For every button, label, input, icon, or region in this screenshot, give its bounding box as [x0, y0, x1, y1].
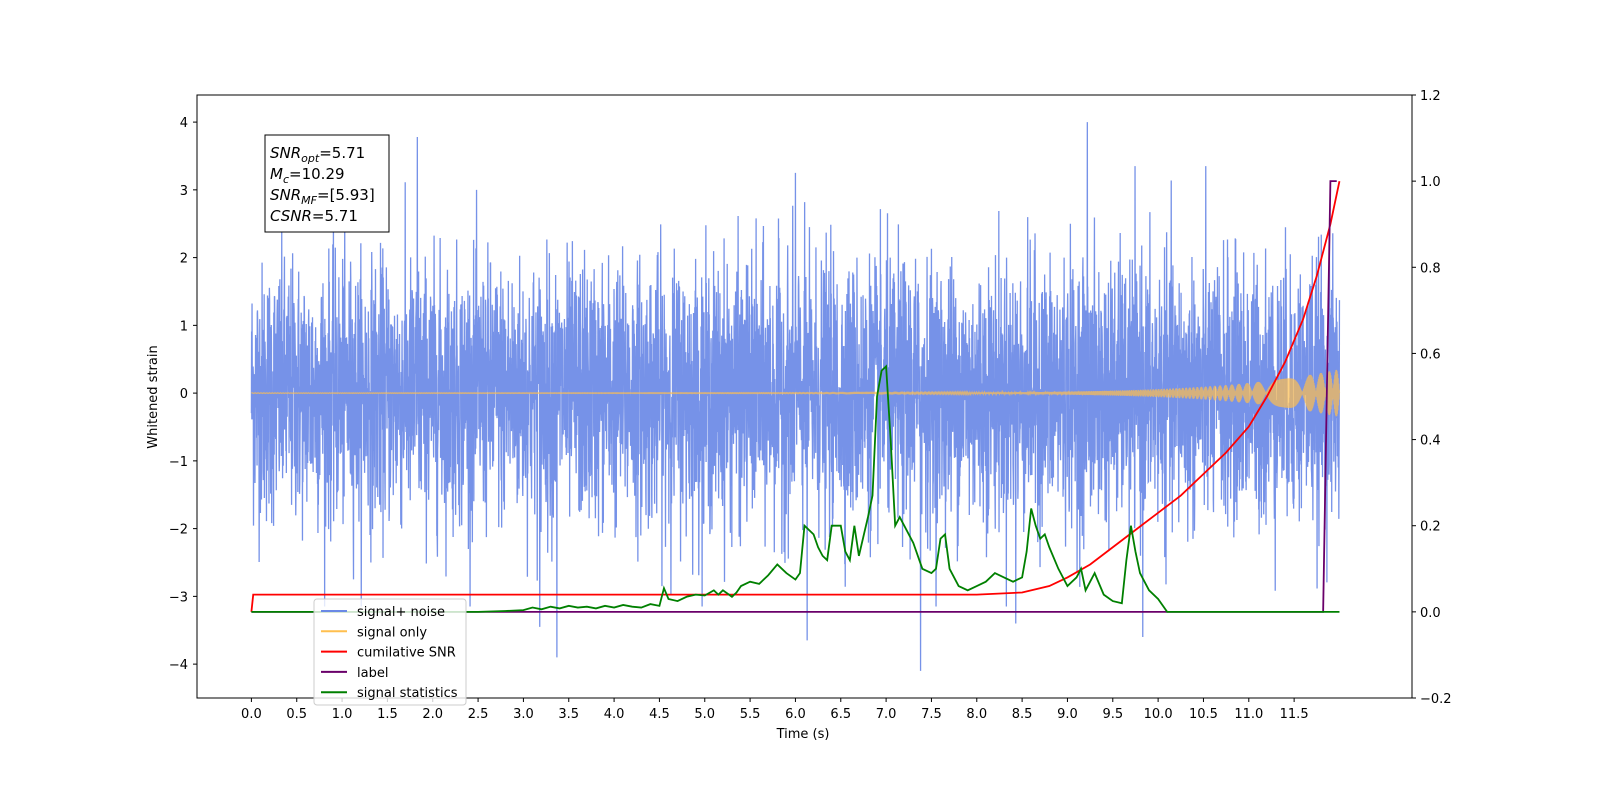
series-signal-noise — [250, 122, 1341, 671]
x-tick-label: 6.0 — [785, 707, 806, 722]
x-tick-label: 5.5 — [740, 707, 761, 722]
legend-entry: signal only — [357, 625, 427, 640]
y-tick-label: 2 — [180, 252, 188, 267]
x-tick-label: 7.0 — [876, 707, 897, 722]
series-signal-statistics — [251, 364, 1340, 613]
legend-entry: signal+ noise — [357, 605, 445, 620]
annotation-value: =10.29 — [289, 165, 345, 183]
y2-tick-label: −0.2 — [1420, 692, 1452, 707]
annotation-symbol: SNR — [270, 144, 301, 162]
x-tick-label: 9.5 — [1102, 707, 1123, 722]
x-tick-label: 0.0 — [241, 707, 262, 722]
x-tick-label: 3.5 — [558, 707, 579, 722]
x-tick-label: 10.0 — [1144, 707, 1173, 722]
y-axis-label: Whitened strain — [146, 345, 161, 448]
y2-tick-label: 0.6 — [1420, 347, 1441, 362]
x-tick-label: 0.5 — [286, 707, 307, 722]
annotation-symbol: CSNR — [270, 207, 312, 225]
x-tick-label: 4.5 — [649, 707, 670, 722]
annotation-subscript: MF — [301, 194, 317, 207]
series-layer — [250, 122, 1341, 671]
annotation-symbol: M — [270, 165, 283, 183]
x-tick-label: 7.5 — [921, 707, 942, 722]
annotation-line: SNRMF=[5.93] — [270, 186, 375, 207]
y2-tick-label: 0.0 — [1420, 606, 1441, 621]
x-tick-label: 4.0 — [604, 707, 625, 722]
axes-layer: 0.0 0.5 1.0 1.5 2.0 2.5 3.0 3.5 4.0 4.5 5.0 5.5 6.0 6… — [169, 89, 1452, 722]
x-tick-label: 8.5 — [1012, 707, 1033, 722]
plot-frame — [196, 94, 1413, 699]
y-tick-label: 1 — [180, 319, 188, 334]
y-tick-label: 0 — [180, 387, 188, 402]
y-tick-label: −1 — [169, 455, 188, 470]
x-axis-label: Time (s) — [776, 727, 830, 742]
legend-entry: cumilative SNR — [357, 646, 456, 661]
x-tick-label: 5.0 — [694, 707, 715, 722]
series-label — [251, 180, 1337, 613]
series-signal-only — [251, 369, 1341, 417]
annotation-value: =5.71 — [319, 144, 365, 162]
annotation-line: SNRopt=5.71 — [270, 144, 365, 165]
y-tick-label: −4 — [169, 658, 188, 673]
series-cumilative-snr — [250, 180, 1341, 612]
x-tick-label: 11.5 — [1280, 707, 1309, 722]
y-tick-label: −3 — [169, 590, 188, 605]
y-tick-label: 4 — [180, 116, 188, 131]
legend: signal+ noise signal only cumilative SNR la… — [313, 598, 467, 706]
y2-tick-label: 0.8 — [1420, 261, 1441, 276]
x-tick-label: 1.0 — [332, 707, 353, 722]
x-tick-label: 3.0 — [513, 707, 534, 722]
x-tick-label: 2.0 — [422, 707, 443, 722]
x-tick-label: 9.0 — [1057, 707, 1078, 722]
y-tick-label: −2 — [169, 523, 188, 538]
y2-tick-label: 1.0 — [1420, 175, 1441, 190]
annotation-symbol: SNR — [270, 186, 301, 204]
y2-tick-label: 0.2 — [1420, 520, 1441, 535]
x-tick-label: 2.5 — [468, 707, 489, 722]
annotation-frame — [264, 134, 390, 233]
x-tick-label: 10.5 — [1189, 707, 1218, 722]
y2-tick-label: 1.2 — [1420, 89, 1441, 104]
annotation-value: =5.71 — [312, 207, 358, 225]
y-tick-label: 3 — [180, 184, 188, 199]
annotation-line: CSNR=5.71 — [270, 207, 358, 225]
x-tick-label: 11.0 — [1234, 707, 1263, 722]
legend-frame — [313, 598, 467, 706]
annotation-subscript: opt — [301, 152, 320, 165]
x-tick-label: 8.0 — [966, 707, 987, 722]
annotation-line: Mc=10.29 — [270, 165, 345, 186]
annotation-subscript: c — [283, 173, 289, 186]
y2-tick-label: 0.4 — [1420, 434, 1441, 449]
x-tick-label: 1.5 — [377, 707, 398, 722]
annotation-value: =[5.93] — [317, 186, 375, 204]
legend-entry: signal statistics — [357, 686, 458, 701]
x-tick-label: 6.5 — [830, 707, 851, 722]
legend-entry: label — [357, 666, 388, 681]
